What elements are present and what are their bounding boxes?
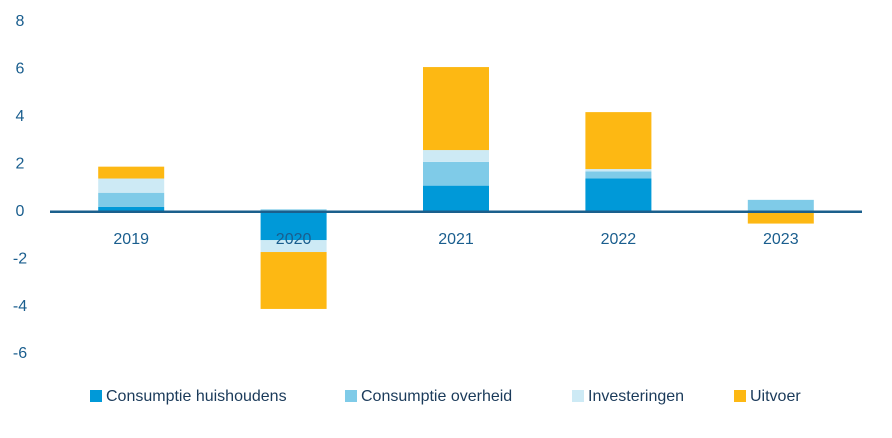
legend-label: Uitvoer [750,388,801,405]
bar-segment [423,185,489,212]
x-tick-label: 2022 [601,231,637,248]
y-tick-label: 0 [16,203,25,220]
legend-label: Consumptie overheid [361,388,512,405]
legend-label: Investeringen [588,388,684,405]
bar-segment [585,169,652,172]
x-tick-label: 2019 [113,231,149,248]
x-tick-label: 2020 [276,231,312,248]
y-tick-label: -6 [13,345,27,362]
bar-segment [260,252,327,309]
bar-segment [260,240,327,253]
y-tick-label: 8 [16,13,25,30]
bar-segment [585,178,652,212]
bar-segment [98,166,165,179]
bar-segment [98,206,165,212]
y-tick-label: -2 [13,250,27,267]
bar-segment [747,211,814,224]
bar-segment [423,67,489,151]
legend-swatch [734,390,746,402]
legend-label: Consumptie huishoudens [106,388,287,405]
y-tick-label: -4 [13,298,27,315]
y-tick-label: 2 [16,156,25,173]
bar-segment [585,171,652,179]
bar-segment [423,150,489,162]
legend-swatch [90,390,102,402]
legend-swatch [345,390,357,402]
bar-segment [585,112,652,170]
legend-swatch [572,390,584,402]
x-tick-label: 2023 [763,231,799,248]
bar-segment [98,178,165,193]
bar-segment [260,211,327,241]
bar-segment [423,161,489,186]
bar-segment [747,199,814,212]
x-tick-label: 2021 [438,231,474,248]
y-tick-label: 6 [16,61,25,78]
bar-segment [98,192,165,207]
y-tick-label: 4 [16,108,25,125]
